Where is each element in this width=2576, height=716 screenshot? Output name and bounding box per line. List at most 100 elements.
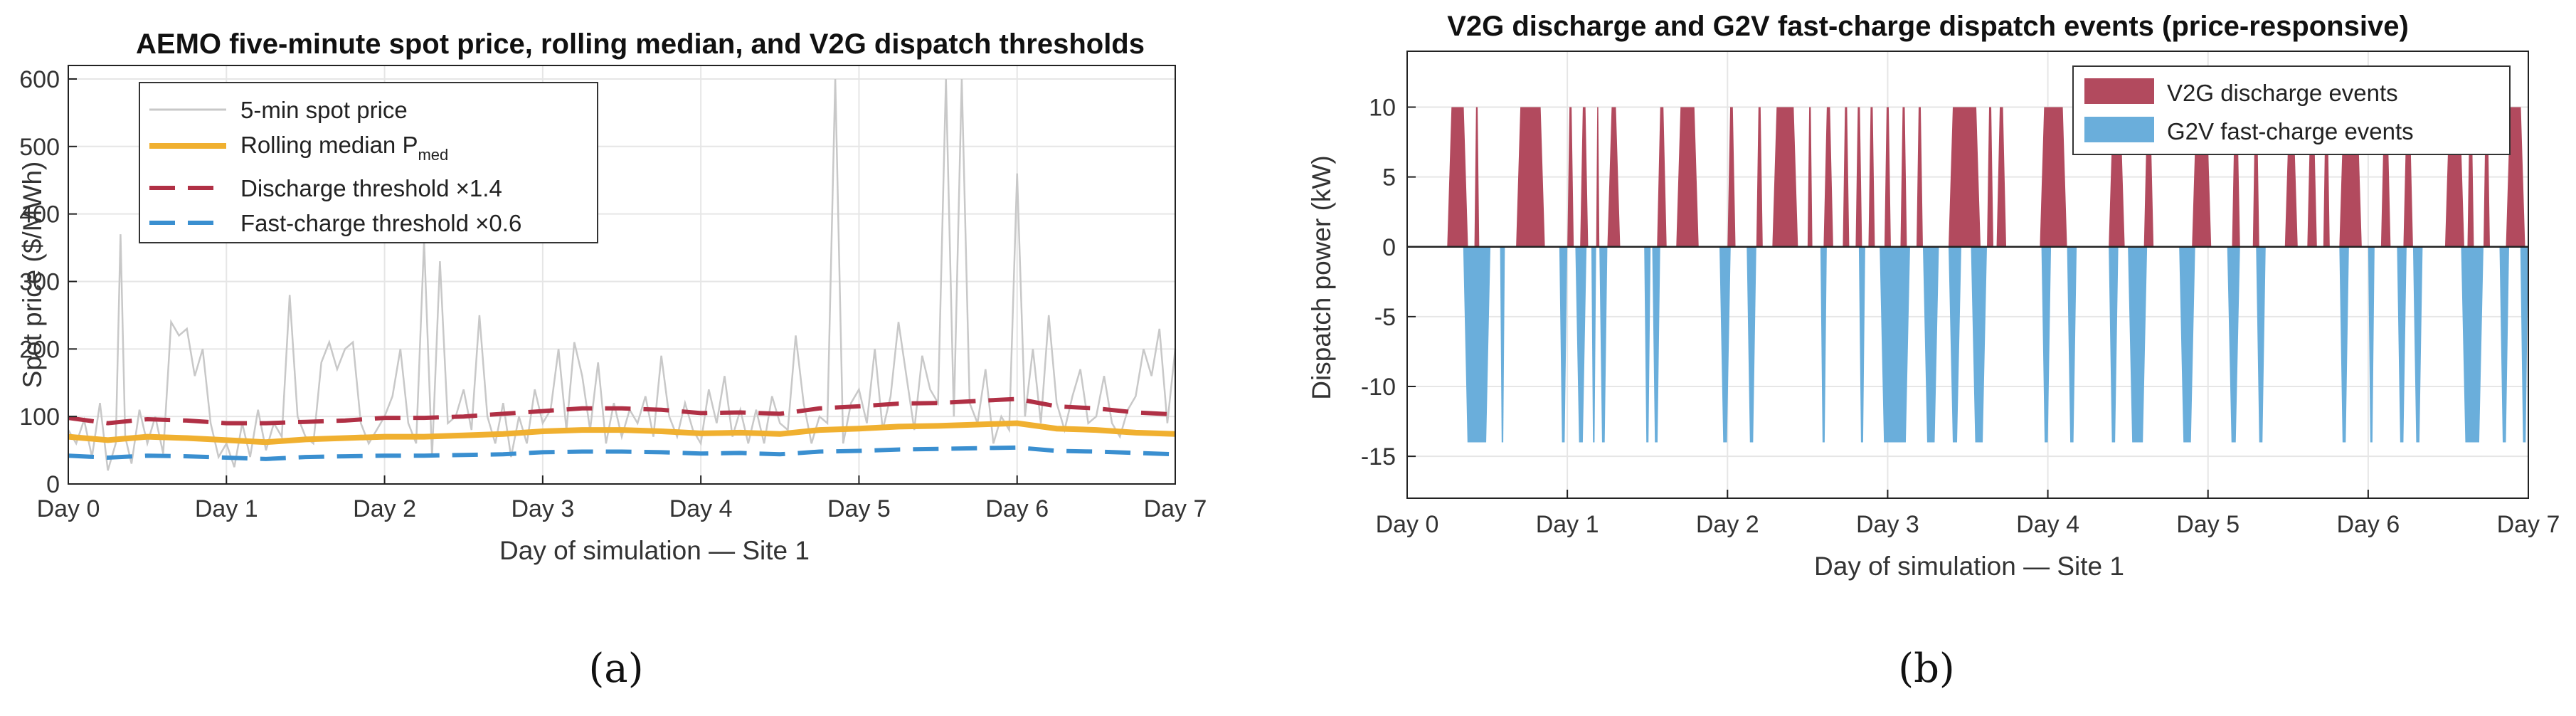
v2g-discharge-event [1855,107,1862,247]
g2v-fastcharge-event [1948,246,1961,443]
tick-b-x-label: Day 3 [1856,511,1919,538]
chart-b-ylabel: Dispatch power (kW) [1307,155,1336,399]
series-a-fastcharge-threshold [68,445,1176,461]
v2g-discharge-event [2506,107,2525,247]
g2v-fastcharge-event [2461,246,2484,443]
chart-a-ylabel: Spot price ($/MWh) [18,162,47,389]
tick-a-x-label: Day 4 [669,495,733,522]
g2v-fastcharge-event [2412,246,2423,443]
tick-a-y-label: 600 [19,66,60,93]
g2v-fastcharge-event [1652,246,1660,443]
g2v-fastcharge-event [2499,246,2509,443]
v2g-discharge-event [1474,107,1480,247]
chart-b-frame [1406,51,2529,499]
g2v-fastcharge-event [1500,246,1505,443]
v2g-discharge-event [1756,107,1763,247]
tick-a-x-label: Day 6 [985,495,1049,522]
v2g-discharge-event [1843,107,1850,247]
tick-a-x-label: Day 2 [353,495,416,522]
g2v-fastcharge-event [1644,246,1651,443]
tick-b-y-label: 10 [1369,95,1396,122]
g2v-fastcharge-event [1591,246,1596,443]
tick-a-y-label: 400 [19,201,60,228]
tick-a-y-label: 300 [19,268,60,295]
v2g-discharge-event [1657,107,1667,247]
caption-a: (a) [588,646,643,692]
g2v-fastcharge-event [1820,246,1827,443]
tick-b-x-label: Day 7 [2497,511,2560,538]
chart-a-title: AEMO five-minute spot price, rolling med… [136,28,1145,60]
tick-a-y-label: 500 [19,134,60,161]
g2v-fastcharge-event [2397,246,2407,443]
legend-a-spot: 5-min spot price [240,97,408,123]
g2v-fastcharge-event [1719,246,1731,443]
chart-b-plot [1407,107,2528,443]
legend-b-swatch-g2v [2084,117,2154,142]
tick-a-y-label: 100 [19,404,60,431]
tick-b-x-label: Day 4 [2016,511,2079,538]
chart-b-ticks: Day 0 Day 1 Day 2 Day 3 Day 4 Day 5 Day 6 Day 7… [1361,95,2560,539]
v2g-discharge-event [1596,107,1600,247]
tick-a-y-label: 0 [46,471,60,498]
g2v-fastcharge-event [2368,246,2375,443]
tick-b-x-label: Day 6 [2336,511,2400,538]
g2v-fastcharge-event [1858,246,1865,443]
tick-b-y-label: -10 [1361,374,1396,401]
tick-b-y-label: -15 [1361,443,1396,470]
tick-a-x-label: Day 1 [195,495,258,522]
tick-a-x-label: Day 0 [37,495,100,522]
tick-a-x-label: Day 3 [511,495,574,522]
g2v-fastcharge-event [2339,246,2349,443]
v2g-discharge-event [1567,107,1574,247]
g2v-fastcharge-event [2067,246,2077,443]
tick-b-x-label: Day 0 [1376,511,1439,538]
tick-a-x-label: Day 7 [1144,495,1207,522]
g2v-fastcharge-event [2041,246,2052,443]
g2v-fastcharge-event [2128,246,2148,443]
chart-b-legend: V2G discharge events G2V fast-charge eve… [2072,65,2511,155]
series-a-discharge-threshold [68,396,1176,426]
g2v-fastcharge-event [1575,246,1587,443]
legend-a-fastcharge: Fast-charge threshold ×0.6 [240,210,521,236]
v2g-discharge-event [1727,107,1736,247]
legend-b-swatch-v2g [2084,78,2154,104]
v2g-discharge-event [1948,107,1981,247]
chart-b-title: V2G discharge and G2V fast-charge dispat… [1447,11,2409,42]
g2v-fastcharge-event [1971,246,1988,443]
tick-a-x-label: Day 5 [827,495,891,522]
g2v-fastcharge-event [1880,246,1910,443]
v2g-discharge-event [1580,107,1589,247]
chart-a-frame [68,65,1176,485]
tick-b-y-label: -5 [1374,304,1396,331]
chart-a-xlabel: Day of simulation — Site 1 [499,536,810,565]
g2v-fastcharge-event [2227,246,2240,443]
v2g-discharge-event [1516,107,1545,247]
panel-b: V2G discharge and G2V fast-charge dispat… [1307,11,2560,692]
v2g-discharge-event [1900,107,1907,247]
v2g-discharge-event [1807,107,1813,247]
v2g-discharge-event [1987,107,1994,247]
v2g-discharge-event [2040,107,2067,247]
tick-b-x-label: Day 1 [1536,511,1599,538]
v2g-discharge-event [1823,107,1833,247]
g2v-fastcharge-event [1747,246,1756,443]
g2v-fastcharge-event [2256,246,2266,443]
caption-b: (b) [1898,646,1955,692]
g2v-fastcharge-event [2179,246,2195,443]
chart-b-xlabel: Day of simulation — Site 1 [1814,552,2124,581]
v2g-discharge-event [2232,107,2240,247]
legend-a-discharge: Discharge threshold ×1.4 [240,175,502,201]
g2v-fastcharge-event [1559,246,1568,443]
tick-b-y-label: 0 [1382,234,1396,261]
v2g-discharge-event [1868,107,1875,247]
tick-a-y-label: 200 [19,336,60,363]
g2v-fastcharge-event [1922,246,1939,443]
series-a-rolling-median [68,420,1176,446]
tick-b-x-label: Day 5 [2176,511,2240,538]
v2g-discharge-event [1607,107,1621,247]
legend-b-g2v: G2V fast-charge events [2167,118,2414,144]
v2g-discharge-event [1447,107,1468,247]
v2g-discharge-event [1996,107,2007,247]
g2v-fastcharge-event [1463,246,1491,443]
